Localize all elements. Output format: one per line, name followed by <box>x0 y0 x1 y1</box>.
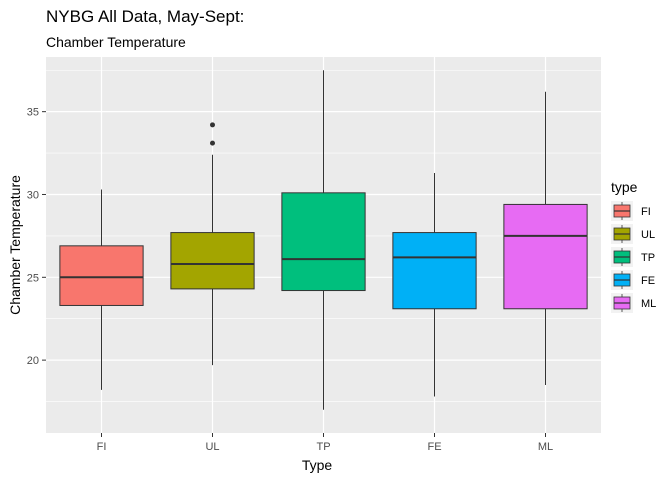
box-UL <box>170 122 255 366</box>
x-tick-label-2: TP <box>316 441 330 453</box>
y-tick-label-1: 25 <box>27 272 39 284</box>
boxes-layer <box>59 70 588 410</box>
box-iqr <box>503 203 588 310</box>
legend-label: FE <box>641 275 655 287</box>
y-tick-label-2: 30 <box>27 189 39 201</box>
legend-item-ML: ML <box>611 293 656 313</box>
chart-title: NYBG All Data, May-Sept: <box>46 7 244 26</box>
outlier-point-1 <box>210 122 215 128</box>
box-FI <box>59 189 144 390</box>
x-tick-label-1: UL <box>205 441 219 453</box>
x-tick-label-4: ML <box>538 441 553 453</box>
legend-item-FI: FI <box>611 201 651 221</box>
outlier-point-0 <box>210 140 215 146</box>
y-tick-label-3: 35 <box>27 107 39 119</box>
box-iqr <box>392 232 477 310</box>
y-tick-label-0: 20 <box>27 355 39 367</box>
legend-title: type <box>611 179 638 195</box>
legend-item-UL: UL <box>611 224 655 244</box>
legend-label: TP <box>641 252 655 264</box>
x-axis-title: Type <box>302 457 333 473</box>
legend-label: ML <box>641 298 656 310</box>
legend-item-FE: FE <box>611 270 655 290</box>
box-TP <box>281 70 366 410</box>
legend-item-TP: TP <box>611 247 655 267</box>
legend-label: FI <box>641 206 651 218</box>
legend-label: UL <box>641 229 655 241</box>
box-iqr <box>59 245 144 306</box>
y-axis: 20 25 30 35 <box>27 107 46 367</box>
box-iqr <box>281 192 366 292</box>
x-tick-label-3: FE <box>427 441 441 453</box>
x-tick-label-0: FI <box>97 441 107 453</box>
chart-subtitle: Chamber Temperature <box>46 34 186 50</box>
box-ML <box>503 91 588 385</box>
box-FE <box>392 172 477 397</box>
y-axis-title: Chamber Temperature <box>7 175 23 315</box>
x-axis: FI UL TP FE ML <box>97 433 553 453</box>
box-iqr <box>170 232 255 290</box>
legend: type FI UL TP FE ML <box>611 179 656 313</box>
